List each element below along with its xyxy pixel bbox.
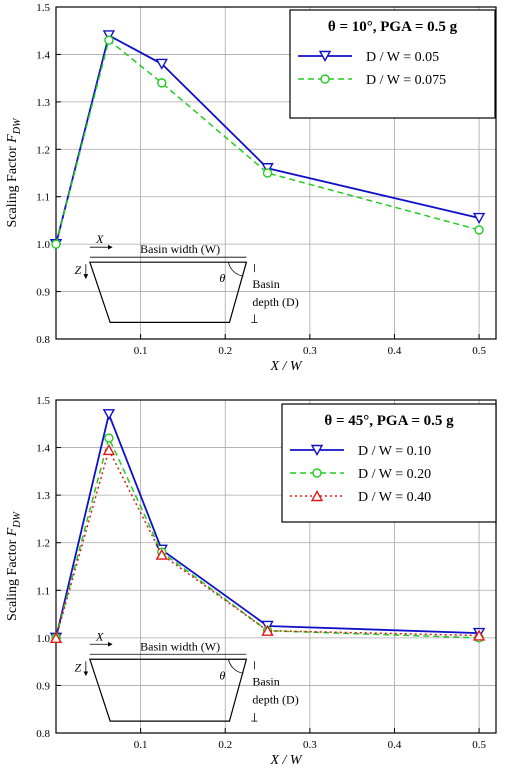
x-tick-label: 0.2 — [218, 739, 232, 751]
data-point — [51, 239, 61, 249]
legend-swatch-marker — [320, 74, 330, 84]
basin-inset: Basin width (W) X Zθ Basin depth (D) — [75, 629, 299, 722]
data-point — [262, 168, 273, 178]
x-tick-label: 0.5 — [472, 345, 486, 357]
series-line — [55, 38, 480, 245]
chart-panel-1: 0.1 0.2 0.3 0.4 0.5 0.8 0.9 1.0 1.1 1.2 1.3 1.4 1.5 X… — [5, 2, 497, 374]
basin-width-label: Basin width (W) — [140, 242, 220, 256]
data-point — [474, 225, 484, 235]
legend-box — [289, 9, 496, 119]
y-axis-label: Scaling Factor FDW — [5, 510, 23, 621]
basin-depth-label-1: Basin — [252, 674, 279, 688]
legend-title: θ = 45°, PGA = 0.5 g — [324, 413, 454, 429]
data-point — [104, 433, 114, 443]
legend-title: θ = 10°, PGA = 0.5 g — [328, 19, 458, 35]
series-line — [55, 447, 480, 639]
x-axis-label: X / W — [269, 753, 302, 768]
basin-depth-label-2: depth (D) — [252, 295, 298, 309]
theta-arc — [227, 659, 244, 674]
data-point — [102, 444, 116, 456]
legend-swatch-marker — [310, 490, 324, 502]
x-tick-label: 0.4 — [388, 345, 402, 357]
y-tick-label: 1.3 — [36, 97, 50, 109]
data-point — [472, 629, 486, 641]
legend: θ = 10°, PGA = 0.5 g D / W = 0.05 D / W = … — [289, 9, 496, 119]
x-tick-label: 0.2 — [218, 345, 232, 357]
legend: θ = 45°, PGA = 0.5 g D / W = 0.10 D / W = … — [281, 403, 497, 523]
data-point — [261, 624, 274, 636]
y-axis-label: Scaling Factor FDW — [5, 117, 23, 228]
z-label: Z — [75, 660, 82, 674]
data-point — [155, 548, 168, 560]
x-offset-label: X — [95, 232, 104, 246]
legend-entry-label: D / W = 0.075 — [366, 73, 446, 88]
y-tick-label: 0.9 — [36, 287, 50, 299]
theta-arc — [227, 262, 244, 277]
data-point — [472, 212, 486, 224]
plot-frame — [55, 399, 497, 734]
basin-shape — [89, 658, 248, 722]
plot-frame — [55, 6, 497, 340]
legend-swatch-marker — [310, 444, 324, 456]
data-point — [155, 58, 168, 70]
legend-entry-label: D / W = 0.10 — [358, 444, 431, 459]
legend-entry-label: D / W = 0.40 — [358, 490, 431, 505]
y-tick-label: 1.1 — [36, 192, 50, 204]
y-tick-label: 1.5 — [36, 395, 50, 407]
basin-width-label: Basin width (W) — [140, 639, 220, 653]
basin-inset: Basin width (W) X Zθ Basin depth (D) — [75, 232, 299, 323]
legend-box — [281, 403, 497, 523]
theta-label: θ — [219, 271, 225, 285]
y-tick-label: 0.8 — [36, 334, 50, 346]
series-3 — [49, 444, 486, 644]
data-point — [157, 78, 167, 88]
basin-depth-label-2: depth (D) — [252, 692, 298, 706]
y-tick-label: 0.9 — [36, 680, 50, 692]
theta-label: θ — [219, 668, 225, 682]
x-tick-label: 0.1 — [134, 345, 148, 357]
data-point — [49, 631, 63, 644]
x-tick-label: 0.3 — [303, 739, 317, 751]
legend-swatch-marker — [312, 468, 322, 478]
data-point — [261, 163, 274, 175]
data-point — [102, 409, 116, 421]
y-tick-label: 1.1 — [36, 585, 50, 597]
x-tick-label: 0.4 — [388, 739, 402, 751]
chart-panel-2: 0.1 0.2 0.3 0.4 0.5 0.8 0.9 1.0 1.1 1.2 1.3 1.4 1.5 X… — [5, 395, 497, 768]
legend-swatch-marker — [318, 50, 332, 62]
y-tick-label: 1.0 — [36, 633, 50, 645]
y-tick-label: 1.2 — [36, 144, 50, 156]
series-2 — [51, 35, 484, 249]
x-offset-label: X — [95, 629, 104, 643]
basin-depth-label-1: Basin — [252, 277, 279, 291]
data-point — [104, 35, 114, 45]
x-axis-label: X / W — [269, 359, 302, 374]
y-tick-label: 1.4 — [36, 443, 50, 455]
y-tick-label: 1.3 — [36, 490, 50, 502]
x-tick-label: 0.1 — [134, 739, 148, 751]
y-tick-label: 1.2 — [36, 538, 50, 550]
x-tick-label: 0.3 — [303, 345, 317, 357]
y-tick-label: 1.4 — [36, 49, 50, 61]
y-tick-label: 1.5 — [36, 2, 50, 14]
legend-entry-label: D / W = 0.20 — [358, 467, 431, 482]
y-tick-label: 0.8 — [36, 728, 50, 740]
data-point — [102, 30, 116, 42]
z-label: Z — [75, 263, 82, 277]
y-tick-label: 1.0 — [36, 239, 50, 251]
x-tick-label: 0.5 — [472, 739, 486, 751]
legend-entry-label: D / W = 0.05 — [366, 50, 439, 65]
basin-shape — [89, 261, 248, 323]
